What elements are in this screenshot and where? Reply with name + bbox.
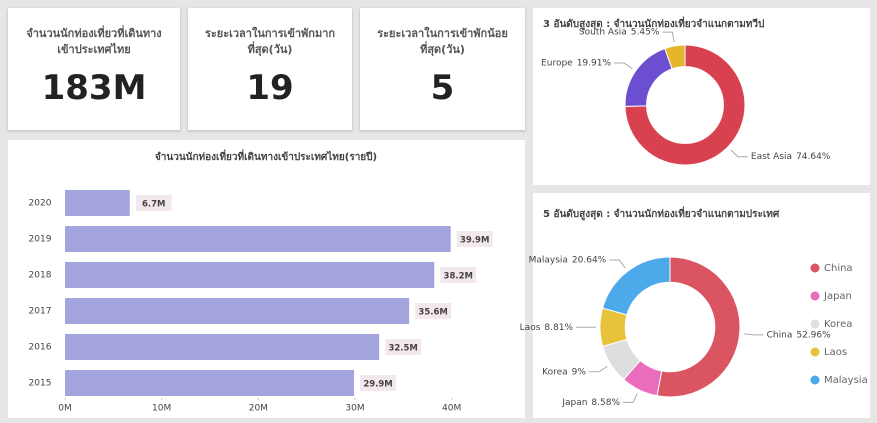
data-label: 38.2M xyxy=(444,272,473,282)
bar xyxy=(65,190,130,216)
label-bg xyxy=(456,231,493,247)
data-label: 6.7M xyxy=(142,200,166,210)
data-label: 35.6M xyxy=(418,308,447,318)
y-tick-label: 2017 xyxy=(29,307,52,317)
x-tick-label: 30M xyxy=(345,404,364,414)
y-tick-label: 2020 xyxy=(29,199,52,209)
card-title: ระยะเวลาในการเข้าพักมากที่สุด(วัน) xyxy=(204,27,336,56)
kpi-card: จำนวนนักท่องเที่ยวที่เดินทางเข้าประเทศไท… xyxy=(8,8,180,130)
leader-line xyxy=(743,333,764,336)
legend-label: Malaysia xyxy=(824,375,868,386)
y-tick-label: 2016 xyxy=(29,343,52,353)
slice xyxy=(656,256,741,398)
legend-label: Korea xyxy=(824,319,852,330)
data-label: 9% xyxy=(572,367,587,377)
legend-swatch xyxy=(810,263,820,273)
bar xyxy=(65,298,410,324)
legend-swatch xyxy=(810,319,820,329)
bar xyxy=(65,334,380,360)
card-value: 19 xyxy=(246,68,294,108)
bar xyxy=(65,262,435,288)
leader-line xyxy=(588,366,608,373)
data-label-name: East Asia xyxy=(751,152,792,162)
x-tick-label: 20M xyxy=(249,404,268,414)
data-label: 8.81% xyxy=(544,323,573,333)
legend-label: Japan xyxy=(823,291,852,302)
data-label: 19.91% xyxy=(577,59,612,69)
data-label: 8.58% xyxy=(591,398,620,408)
data-label: 39.9M xyxy=(460,236,489,246)
leader-line xyxy=(614,62,633,70)
x-tick-label: 0M xyxy=(58,404,72,414)
data-label-name: Laos xyxy=(520,323,541,333)
slice xyxy=(624,44,746,166)
card-title: ระยะเวลาในการเข้าพักน้อยที่สุด(วัน) xyxy=(377,27,508,56)
leader-line xyxy=(609,259,626,269)
chart-title: 3 อันดับสูงสุด : จำนวนนักท่องเที่ยวจำแนก… xyxy=(543,16,764,31)
data-label-name: Korea xyxy=(542,367,568,377)
data-label: 20.64% xyxy=(572,256,607,266)
data-label: 29.9M xyxy=(363,380,392,390)
leader-line xyxy=(623,393,638,403)
data-label: 52.96% xyxy=(796,330,831,340)
data-label-name: China xyxy=(767,330,793,340)
legend-swatch xyxy=(810,291,820,301)
y-tick-label: 2015 xyxy=(29,379,52,389)
leader-line xyxy=(662,31,675,43)
card-title: จำนวนนักท่องเที่ยวที่เดินทางเข้าประเทศไท… xyxy=(26,27,162,56)
slice xyxy=(664,44,686,70)
legend-label: Laos xyxy=(824,347,847,358)
card-value: 5 xyxy=(430,68,455,108)
label-bg xyxy=(135,195,172,211)
chart-title: 5 อันดับสูงสุด : จำนวนนักท่องเที่ยวจำแนก… xyxy=(543,206,780,221)
data-label-name: South Asia xyxy=(579,28,627,38)
label-bg xyxy=(360,375,397,391)
legend-swatch xyxy=(810,375,820,385)
slice xyxy=(601,256,671,316)
label-bg xyxy=(440,267,477,283)
x-tick-label: 40M xyxy=(442,404,461,414)
legend-swatch xyxy=(810,347,820,357)
legend-label: China xyxy=(824,263,853,274)
y-tick-label: 2018 xyxy=(29,271,52,281)
data-label-name: Malaysia xyxy=(529,256,568,266)
bar xyxy=(65,370,355,396)
data-label-name: Europe xyxy=(541,59,573,69)
label-bg xyxy=(385,339,422,355)
card-value: 183M xyxy=(41,68,147,108)
leader-line xyxy=(730,149,748,158)
data-label: 5.45% xyxy=(631,28,660,38)
x-tick-label: 10M xyxy=(152,404,171,414)
label-bg xyxy=(415,303,452,319)
data-label: 74.64% xyxy=(796,152,831,162)
data-label-name: Japan xyxy=(561,398,587,408)
bar xyxy=(65,226,451,252)
kpi-card: ระยะเวลาในการเข้าพักน้อยที่สุด(วัน) 5 xyxy=(360,8,525,130)
kpi-card: ระยะเวลาในการเข้าพักมากที่สุด(วัน) 19 xyxy=(188,8,352,130)
y-tick-label: 2019 xyxy=(29,235,52,245)
data-label: 32.5M xyxy=(388,344,417,354)
chart-title: จำนวนนักท่องเที่ยวที่เดินทางเข้าประเทศไท… xyxy=(155,149,377,163)
